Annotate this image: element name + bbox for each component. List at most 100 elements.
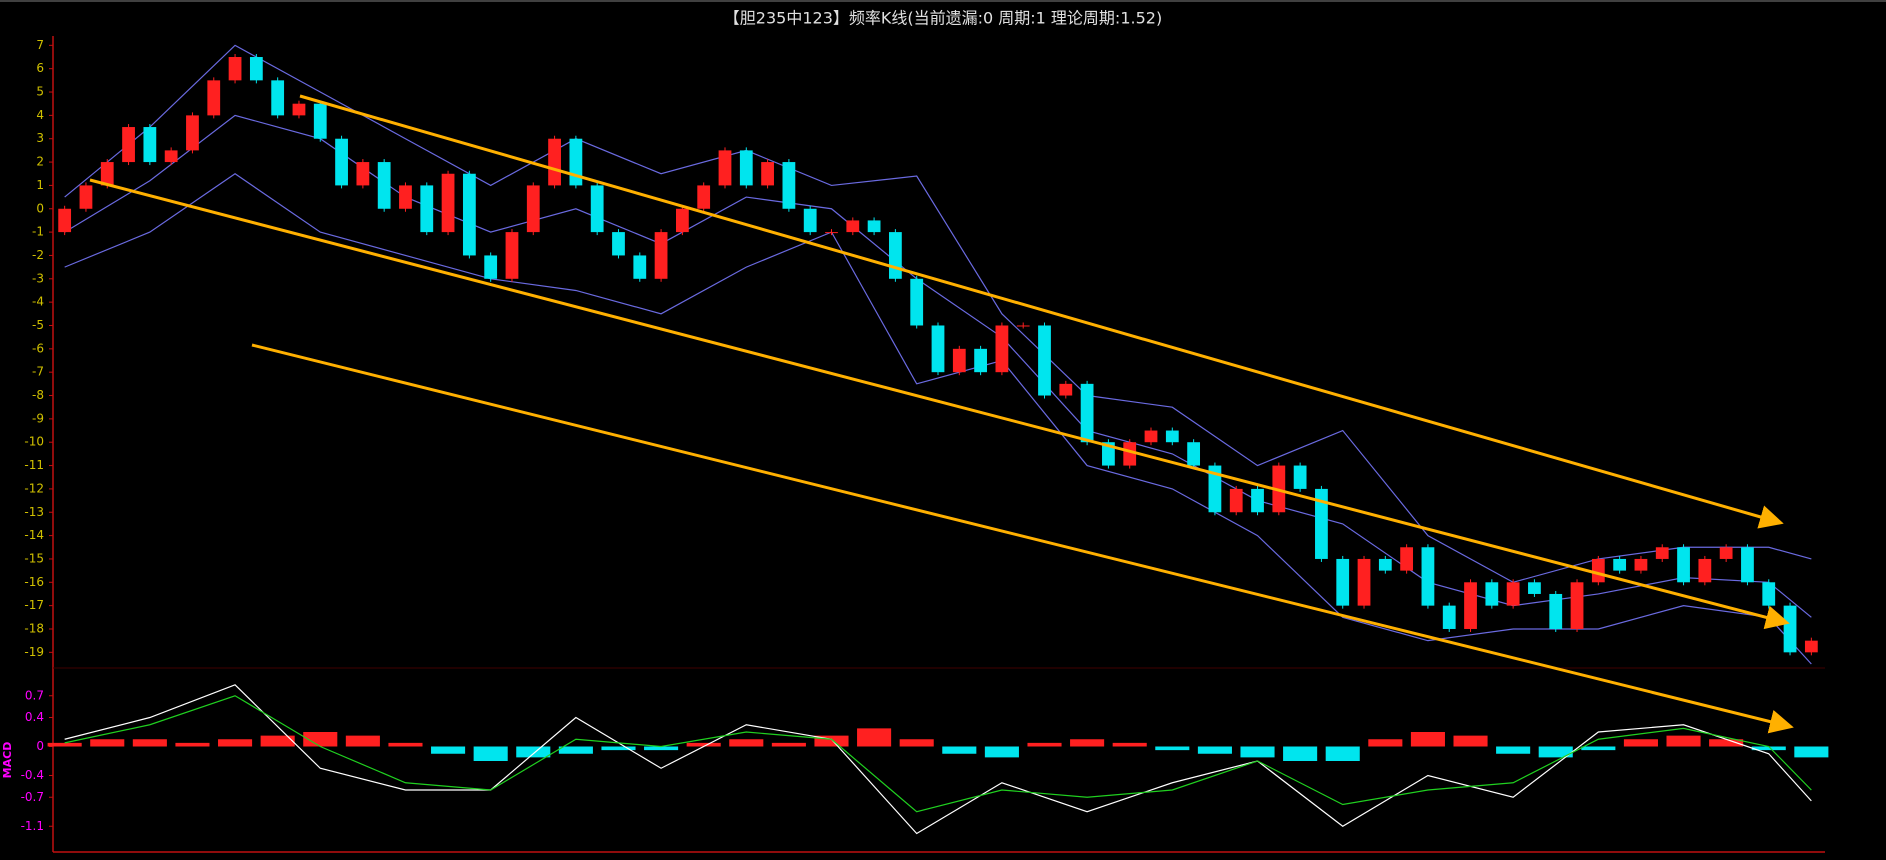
macd-bar: [1027, 742, 1062, 747]
y-tick-label: -1.1: [21, 819, 44, 833]
candle-body: [1804, 640, 1818, 653]
y-tick-label: -18: [24, 621, 44, 635]
candle-body: [1080, 383, 1094, 443]
candle-body: [1421, 547, 1435, 606]
y-tick-label: 2: [36, 155, 44, 169]
y-tick-label: 0: [36, 739, 44, 753]
candle-body: [974, 348, 987, 373]
candle-body: [1464, 582, 1477, 629]
candle-body: [739, 150, 753, 186]
macd-bar: [686, 742, 721, 747]
macd-bar: [1538, 746, 1573, 758]
candle-body: [952, 348, 966, 373]
candle-body: [1634, 558, 1648, 571]
y-tick-label: -8: [32, 388, 44, 402]
y-tick-label: -13: [24, 505, 44, 519]
candle-body: [1016, 325, 1030, 327]
macd-bar: [644, 746, 679, 751]
y-tick-label: 6: [36, 61, 44, 75]
candle-body: [377, 162, 391, 209]
y-tick-label: -11: [24, 458, 44, 472]
macd-bar: [1496, 746, 1531, 754]
candle-body: [931, 325, 945, 373]
y-tick-label: -10: [24, 435, 44, 449]
macd-bar: [260, 735, 295, 747]
candle-body: [1783, 605, 1797, 653]
candle-body: [1123, 442, 1137, 466]
candle-body: [58, 208, 72, 233]
candle-body: [825, 232, 838, 234]
macd-bar: [984, 746, 1019, 758]
macd-bar: [558, 746, 593, 754]
candle-body: [995, 325, 1009, 373]
macd-bar: [1368, 739, 1403, 747]
y-tick-label: 0.4: [25, 710, 44, 724]
macd-label: MACD: [1, 742, 14, 779]
candle-body: [228, 57, 242, 81]
macd-bar: [729, 739, 764, 747]
macd-bar: [899, 739, 934, 747]
macd-bar: [303, 732, 338, 747]
y-tick-label: 0: [36, 201, 44, 215]
candle-body: [718, 150, 732, 186]
candle-body: [675, 208, 689, 233]
candle-body: [207, 80, 221, 116]
macd-bar: [601, 746, 636, 751]
candle-body: [1528, 582, 1541, 594]
candle-body: [100, 162, 114, 186]
candle-body: [335, 138, 348, 186]
y-tick-label: -0.4: [21, 768, 44, 782]
candle-body: [1251, 488, 1264, 513]
candle-body: [761, 162, 774, 186]
candle-body: [441, 173, 455, 233]
macd-bar: [857, 728, 892, 747]
candle-body: [313, 103, 327, 139]
candle-body: [186, 115, 199, 151]
candle-body: [1613, 558, 1627, 571]
macd-bar: [516, 746, 551, 758]
candle-body: [1336, 558, 1350, 606]
macd-bar: [1155, 746, 1190, 751]
macd-bar: [1070, 739, 1105, 747]
macd-bar: [771, 742, 806, 747]
candle-body: [782, 162, 796, 209]
candle-body: [654, 232, 668, 279]
chart-title: 【胆235中123】频率K线(当前遗漏:0 周期:1 理论周期:1.52): [724, 9, 1162, 28]
candle-body: [1485, 582, 1499, 606]
macd-bar: [47, 742, 82, 747]
macd-bar: [1666, 735, 1701, 747]
candle-body: [1741, 547, 1754, 583]
y-tick-label: -4: [32, 295, 44, 309]
trend-arrow: [89, 178, 1790, 630]
candle-body: [548, 138, 561, 186]
candle-body: [803, 208, 817, 233]
macd-bar: [388, 742, 423, 747]
macd-bar: [814, 735, 849, 747]
y-tick-label: -15: [24, 551, 44, 565]
y-tick-label: -1: [32, 225, 44, 239]
macd-bar: [175, 742, 210, 747]
candle-body: [1038, 325, 1051, 396]
y-tick-label: -7: [32, 365, 44, 379]
y-tick-label: -19: [24, 645, 44, 659]
macd-bar: [90, 739, 125, 747]
candle-body: [1378, 558, 1392, 571]
candle-body: [1655, 547, 1669, 559]
candle-body: [1549, 593, 1563, 629]
y-tick-label: -2: [32, 248, 44, 262]
macd-bar: [1453, 735, 1488, 747]
trend-lines: [89, 94, 1794, 734]
candle-body: [633, 255, 647, 279]
candle-body: [399, 185, 412, 209]
y-tick-label: -5: [32, 318, 44, 332]
candle-body: [143, 127, 157, 163]
candle-body: [1059, 383, 1073, 396]
candle-body: [889, 232, 902, 279]
candle-body: [1591, 558, 1605, 583]
candle-body: [462, 173, 476, 256]
y-tick-label: 7: [36, 38, 44, 52]
y-tick-label: -9: [32, 411, 44, 425]
y-tick-label: 1: [36, 178, 44, 192]
macd-bar: [1410, 732, 1445, 747]
